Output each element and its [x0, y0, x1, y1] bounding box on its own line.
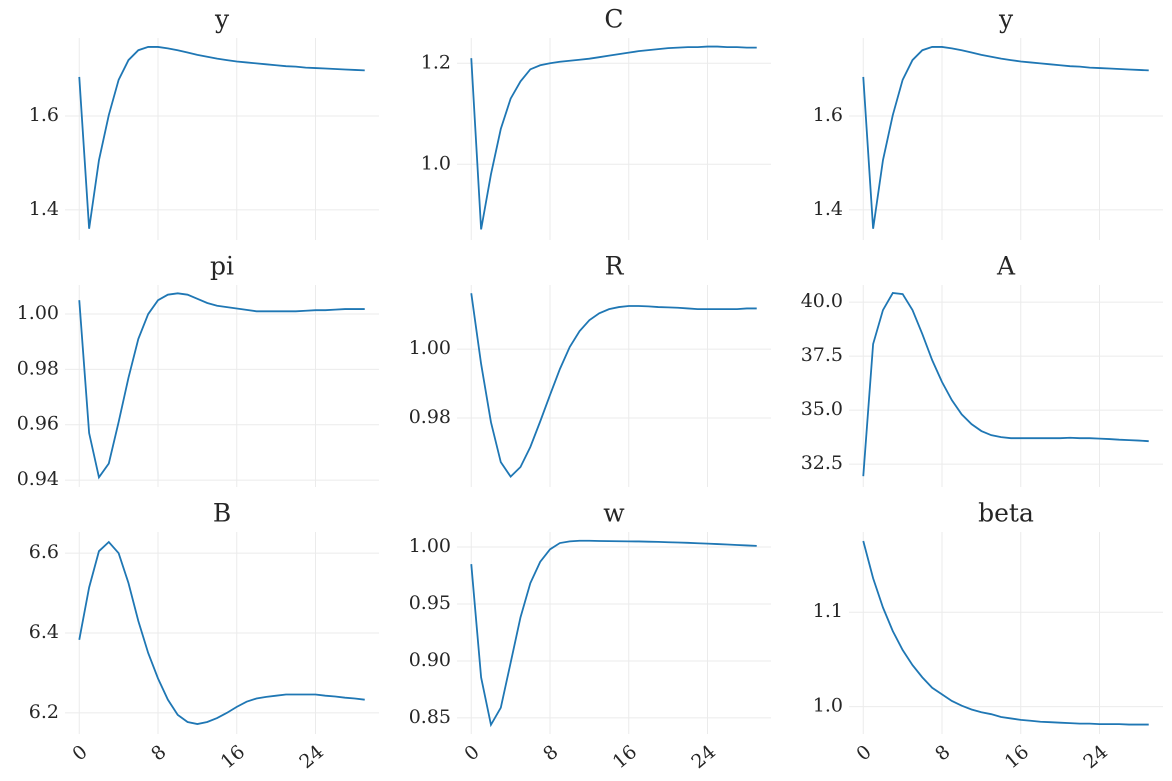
x-tick-label: 24: [687, 741, 720, 773]
y-tick-label: 6.6: [29, 541, 59, 563]
y-tick-label: 0.94: [17, 468, 59, 490]
y-tick-label: 1.4: [813, 198, 843, 220]
panel-title: y: [214, 5, 230, 34]
y-tick-label: 0.98: [17, 357, 59, 379]
y-tick-label: 0.98: [409, 406, 451, 428]
x-tick-label: 8: [931, 741, 954, 766]
line: [862, 46, 1149, 229]
line: [470, 45, 757, 230]
y-tick-label: 1.00: [17, 302, 59, 324]
panel-title: C: [604, 5, 623, 34]
panel-title: y: [998, 5, 1014, 34]
panel-title: B: [213, 499, 231, 528]
x-tick-label: 0: [852, 741, 875, 766]
line: [862, 292, 1149, 477]
x-tick-label: 0: [460, 741, 483, 766]
x-tick-label: 16: [609, 741, 642, 773]
x-tick-label: 8: [539, 741, 562, 766]
panel-title: w: [603, 499, 625, 528]
y-tick-label: 32.5: [801, 452, 843, 474]
x-tick-label: 16: [1001, 741, 1034, 773]
x-tick-label: 16: [217, 741, 250, 773]
panel-title: A: [996, 252, 1016, 281]
y-tick-label: 0.85: [409, 706, 451, 728]
y-tick-label: 35.0: [801, 398, 843, 420]
y-tick-label: 0.95: [409, 592, 451, 614]
panel-title: beta: [978, 499, 1034, 528]
y-tick-label: 1.2: [421, 51, 451, 73]
x-tick-label: 24: [295, 741, 328, 773]
y-tick-label: 6.4: [29, 621, 59, 643]
line: [78, 292, 365, 480]
line: [78, 540, 365, 725]
y-tick-label: 40.0: [801, 290, 843, 312]
y-tick-label: 1.1: [813, 600, 843, 622]
x-tick-label: 0: [68, 741, 91, 766]
y-tick-label: 1.4: [29, 198, 59, 220]
y-tick-label: 1.00: [409, 337, 451, 359]
y-tick-label: 1.0: [421, 152, 451, 174]
line: [78, 46, 365, 229]
y-tick-label: 1.6: [29, 104, 59, 126]
panel-title: pi: [210, 252, 234, 281]
x-tick-label: 8: [147, 741, 170, 766]
y-tick-label: 1.6: [813, 104, 843, 126]
line: [470, 293, 757, 479]
y-tick-label: 0.90: [409, 649, 451, 671]
y-tick-label: 1.00: [409, 535, 451, 557]
y-tick-label: 1.0: [813, 695, 843, 717]
y-tick-label: 37.5: [801, 344, 843, 366]
y-tick-label: 0.96: [17, 413, 59, 435]
panel-title: R: [605, 252, 625, 281]
y-tick-label: 6.2: [29, 701, 59, 723]
line: [862, 540, 1149, 726]
line: [470, 539, 757, 728]
x-tick-label: 24: [1079, 741, 1112, 773]
